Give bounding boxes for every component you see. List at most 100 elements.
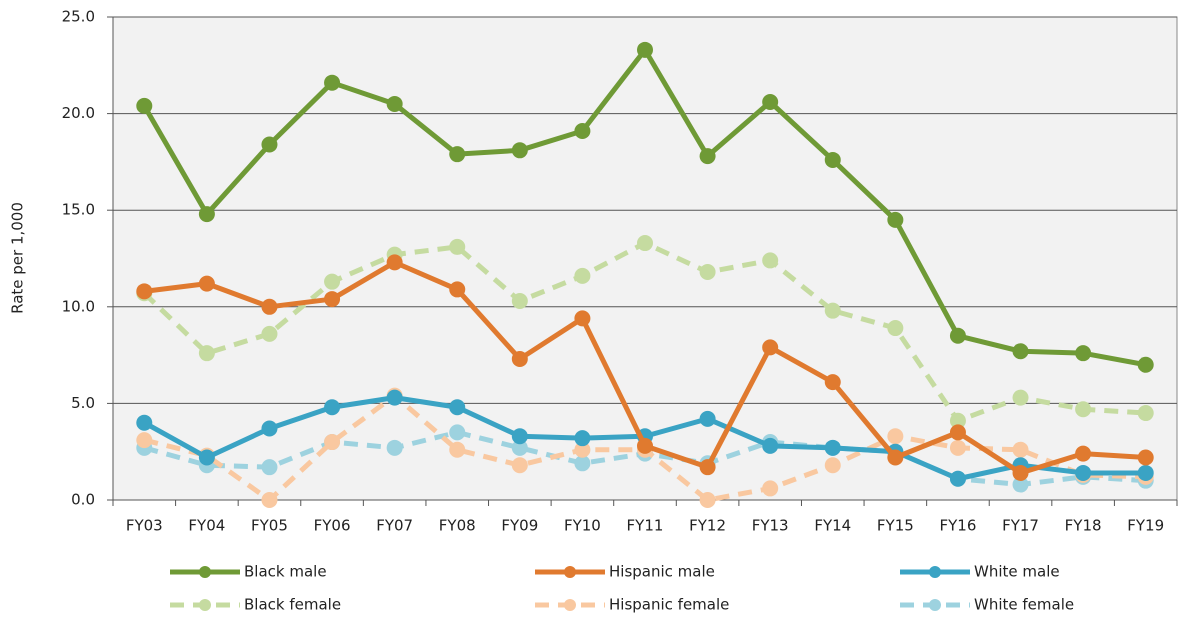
data-point (949, 439, 966, 456)
data-point (511, 457, 528, 474)
data-point (699, 148, 716, 165)
data-point (574, 310, 591, 327)
data-point (637, 41, 653, 58)
data-point (1137, 449, 1154, 466)
data-point (261, 136, 278, 153)
x-tick-label: FY04 (188, 517, 225, 535)
data-point (261, 420, 278, 437)
x-tick-label: FY05 (251, 517, 288, 535)
data-point (198, 345, 215, 362)
data-point (699, 459, 716, 476)
legend-label: White male (974, 563, 1060, 581)
data-point (324, 434, 341, 451)
data-point (574, 267, 591, 284)
data-point (1075, 345, 1092, 362)
x-tick-label: FY16 (939, 517, 976, 535)
data-point (449, 238, 466, 255)
data-point (824, 151, 841, 168)
data-point (136, 283, 153, 300)
legend-label: Hispanic female (609, 596, 729, 614)
data-point (261, 492, 278, 508)
data-point (324, 74, 341, 91)
x-tick-label: FY12 (689, 517, 726, 535)
x-tick-label: FY18 (1065, 517, 1102, 535)
data-point (386, 254, 403, 271)
data-point (949, 327, 966, 344)
data-point (136, 432, 153, 449)
data-point (198, 206, 215, 223)
data-point (699, 264, 716, 281)
legend-label: Black female (244, 596, 341, 614)
data-point (762, 252, 779, 269)
x-tick-label: FY10 (564, 517, 601, 535)
legend-marker (929, 599, 941, 611)
data-point (324, 399, 341, 416)
legend-marker (199, 599, 211, 611)
x-tick-label: FY15 (877, 517, 914, 535)
data-point (887, 211, 904, 228)
y-tick-label: 10.0 (62, 297, 95, 315)
y-tick-label: 15.0 (62, 201, 95, 219)
data-point (1075, 401, 1092, 418)
data-point (1012, 476, 1029, 493)
legend-label: White female (974, 596, 1074, 614)
x-tick-label: FY09 (501, 517, 538, 535)
x-tick-label: FY11 (627, 517, 664, 535)
data-point (1137, 405, 1154, 422)
data-point (699, 492, 716, 508)
data-point (574, 430, 591, 447)
data-point (574, 455, 591, 472)
legend-label: Hispanic male (609, 563, 715, 581)
legend-marker (564, 599, 576, 611)
data-point (1075, 445, 1092, 462)
data-point (511, 439, 528, 456)
data-point (824, 374, 841, 391)
data-point (762, 94, 779, 111)
x-tick-label: FY08 (439, 517, 476, 535)
legend-marker (929, 566, 941, 578)
data-point (324, 291, 341, 308)
data-point (449, 281, 466, 298)
data-point (1137, 464, 1154, 481)
y-tick-label: 5.0 (71, 394, 95, 412)
y-tick-label: 0.0 (71, 491, 95, 509)
data-point (1012, 343, 1029, 360)
data-point (637, 437, 653, 454)
data-point (887, 428, 904, 445)
legend-marker (564, 566, 576, 578)
data-point (824, 457, 841, 474)
data-point (824, 439, 841, 456)
data-point (949, 412, 966, 429)
data-point (699, 410, 716, 427)
data-point (1012, 464, 1029, 481)
data-point (261, 459, 278, 476)
data-point (1012, 389, 1029, 406)
data-point (574, 122, 591, 139)
data-point (824, 302, 841, 319)
legend-marker (199, 566, 211, 578)
data-point (449, 424, 466, 441)
data-point (1012, 441, 1029, 458)
x-tick-label: FY07 (376, 517, 413, 535)
data-point (511, 428, 528, 445)
y-axis-label: Rate per 1,000 (9, 202, 27, 314)
y-tick-label: 25.0 (62, 8, 95, 26)
data-point (1137, 356, 1154, 373)
data-point (511, 350, 528, 367)
data-point (887, 449, 904, 466)
x-tick-label: FY13 (752, 517, 789, 535)
data-point (762, 480, 779, 497)
data-point (324, 273, 341, 290)
y-tick-label: 20.0 (62, 104, 95, 122)
x-tick-label: FY06 (314, 517, 351, 535)
data-point (949, 470, 966, 487)
data-point (511, 142, 528, 159)
data-point (386, 95, 403, 112)
data-point (449, 399, 466, 416)
x-tick-label: FY17 (1002, 517, 1039, 535)
data-point (198, 275, 215, 292)
data-point (511, 293, 528, 310)
x-tick-label: FY14 (814, 517, 851, 535)
data-point (449, 146, 466, 163)
